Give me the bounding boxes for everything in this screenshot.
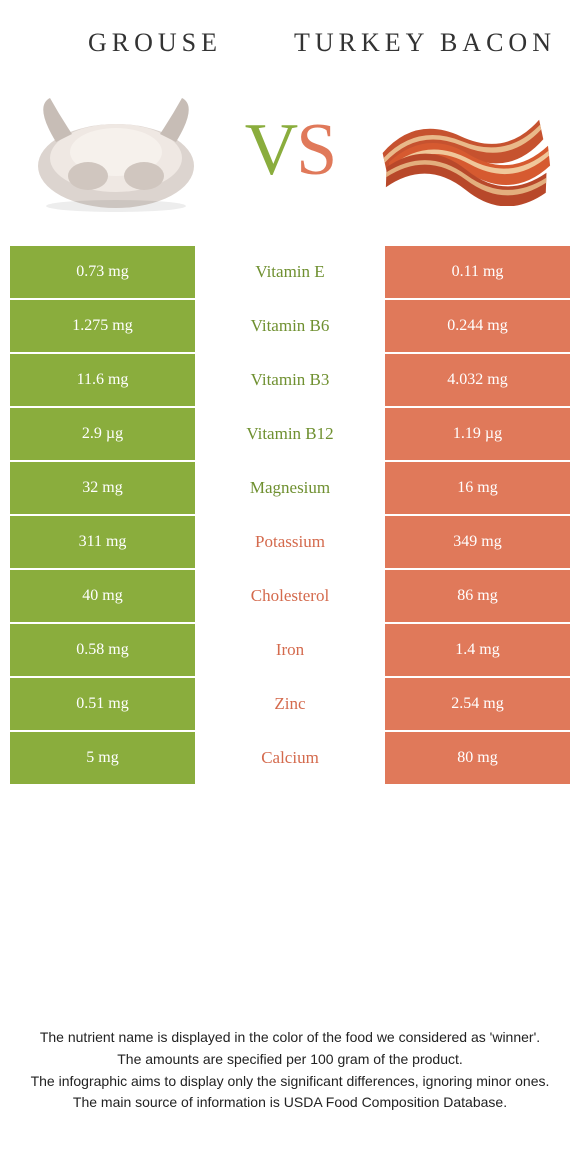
right-value-cell: 2.54 mg (385, 678, 570, 730)
left-value-cell: 32 mg (10, 462, 195, 514)
table-row: 11.6 mgVitamin B34.032 mg (10, 354, 570, 406)
nutrient-name-cell: Vitamin B6 (195, 300, 385, 352)
left-value-cell: 311 mg (10, 516, 195, 568)
left-value-cell: 2.9 µg (10, 408, 195, 460)
right-title-col: TURKEY BACON (290, 28, 560, 58)
left-food-title: GROUSE (20, 28, 290, 58)
images-row: VS (0, 68, 580, 246)
left-value-cell: 1.275 mg (10, 300, 195, 352)
nutrient-name-cell: Vitamin B3 (195, 354, 385, 406)
right-food-image (364, 76, 564, 226)
nutrient-name-cell: Cholesterol (195, 570, 385, 622)
left-value-cell: 0.73 mg (10, 246, 195, 298)
table-row: 311 mgPotassium349 mg (10, 516, 570, 568)
left-title-col: GROUSE (20, 28, 290, 58)
footer-line-2: The amounts are specified per 100 gram o… (30, 1049, 550, 1071)
nutrient-name-cell: Zinc (195, 678, 385, 730)
right-value-cell: 0.244 mg (385, 300, 570, 352)
nutrition-table: 0.73 mgVitamin E0.11 mg1.275 mgVitamin B… (10, 246, 570, 784)
vs-v: V (245, 109, 296, 191)
nutrient-name-cell: Potassium (195, 516, 385, 568)
table-row: 2.9 µgVitamin B121.19 µg (10, 408, 570, 460)
grouse-icon (16, 86, 216, 216)
right-value-cell: 0.11 mg (385, 246, 570, 298)
right-value-cell: 80 mg (385, 732, 570, 784)
left-value-cell: 0.51 mg (10, 678, 195, 730)
titles-row: GROUSE TURKEY BACON (0, 0, 580, 68)
left-value-cell: 11.6 mg (10, 354, 195, 406)
footer-line-4: The main source of information is USDA F… (30, 1092, 550, 1114)
vs-s: S (296, 109, 335, 191)
footer-line-1: The nutrient name is displayed in the co… (30, 1027, 550, 1049)
left-value-cell: 40 mg (10, 570, 195, 622)
table-row: 32 mgMagnesium16 mg (10, 462, 570, 514)
left-value-cell: 5 mg (10, 732, 195, 784)
table-row: 0.51 mgZinc2.54 mg (10, 678, 570, 730)
table-row: 40 mgCholesterol86 mg (10, 570, 570, 622)
right-value-cell: 86 mg (385, 570, 570, 622)
nutrient-name-cell: Calcium (195, 732, 385, 784)
right-value-cell: 349 mg (385, 516, 570, 568)
footer-line-3: The infographic aims to display only the… (30, 1071, 550, 1093)
right-value-cell: 1.4 mg (385, 624, 570, 676)
nutrient-name-cell: Vitamin E (195, 246, 385, 298)
right-value-cell: 4.032 mg (385, 354, 570, 406)
bacon-icon (374, 96, 554, 206)
right-food-title: TURKEY BACON (290, 28, 560, 58)
table-row: 0.73 mgVitamin E0.11 mg (10, 246, 570, 298)
footer-notes: The nutrient name is displayed in the co… (0, 1027, 580, 1114)
nutrient-name-cell: Vitamin B12 (195, 408, 385, 460)
table-row: 0.58 mgIron1.4 mg (10, 624, 570, 676)
nutrient-name-cell: Magnesium (195, 462, 385, 514)
table-row: 5 mgCalcium80 mg (10, 732, 570, 784)
left-food-image (16, 76, 216, 226)
left-value-cell: 0.58 mg (10, 624, 195, 676)
vs-label: VS (245, 108, 336, 193)
right-value-cell: 16 mg (385, 462, 570, 514)
nutrient-name-cell: Iron (195, 624, 385, 676)
right-value-cell: 1.19 µg (385, 408, 570, 460)
table-row: 1.275 mgVitamin B60.244 mg (10, 300, 570, 352)
